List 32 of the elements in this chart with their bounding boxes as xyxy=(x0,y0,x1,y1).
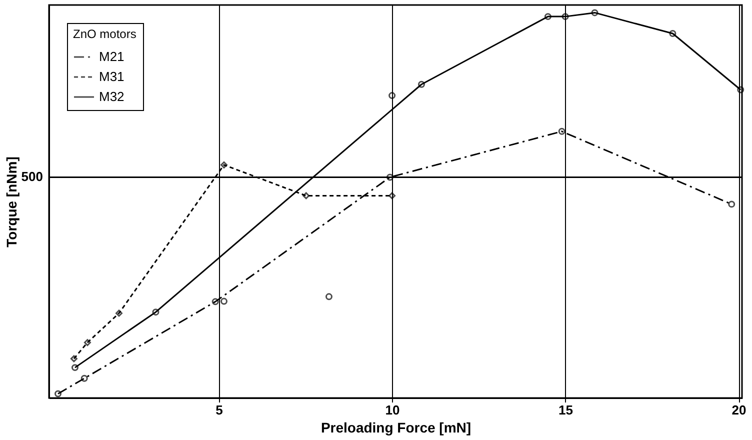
point xyxy=(728,200,736,208)
x-tick-label: 10 xyxy=(385,402,400,418)
point xyxy=(84,339,91,346)
legend-label: M21 xyxy=(99,49,124,64)
legend-label: M31 xyxy=(99,69,124,84)
point xyxy=(418,80,425,88)
point xyxy=(116,310,122,317)
point xyxy=(558,128,566,135)
point xyxy=(152,308,160,316)
x-tick-label: 20 xyxy=(732,402,746,418)
text: 500 xyxy=(21,169,43,184)
x-tick-label: 5 xyxy=(216,402,223,418)
point xyxy=(220,298,228,305)
x-tick-label: 15 xyxy=(558,402,574,418)
point xyxy=(212,298,219,306)
point xyxy=(220,161,228,168)
point xyxy=(562,13,569,20)
y-axis-title: Torque [nNm] xyxy=(4,156,20,248)
point xyxy=(591,9,598,16)
x-axis-title: Preloading Force [mN] xyxy=(320,420,472,436)
point xyxy=(80,374,88,382)
point xyxy=(544,13,552,20)
legend-label: M32 xyxy=(99,89,124,104)
point xyxy=(388,192,396,200)
point xyxy=(54,390,62,398)
point xyxy=(669,30,676,37)
point xyxy=(388,92,396,100)
point xyxy=(325,293,332,300)
legend-title: ZnO motors xyxy=(73,27,136,41)
point xyxy=(302,192,310,200)
point xyxy=(386,174,394,181)
point xyxy=(70,355,78,362)
